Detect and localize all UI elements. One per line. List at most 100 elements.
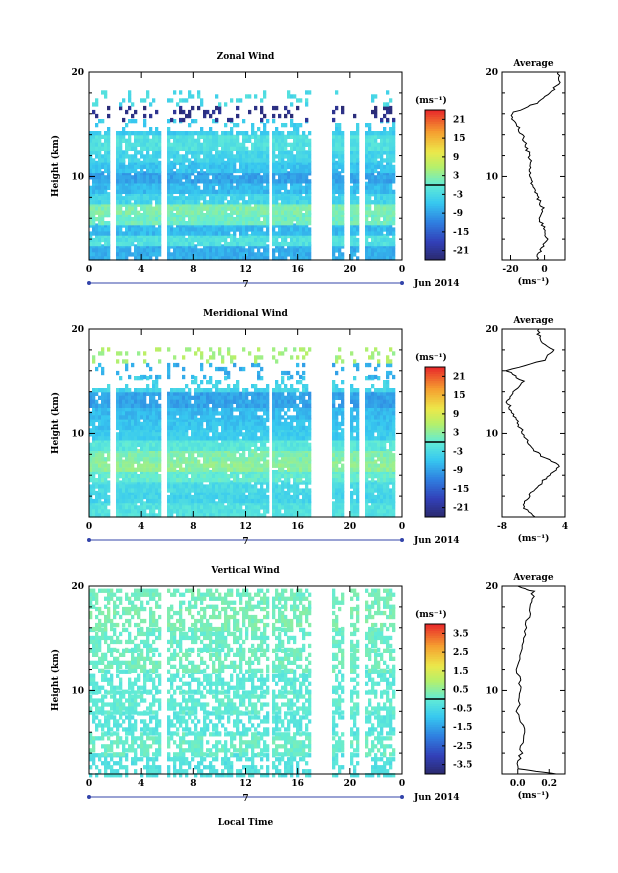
heatmap-cell bbox=[332, 459, 336, 464]
heatmap-cell bbox=[245, 457, 249, 462]
heatmap-cell bbox=[368, 248, 372, 253]
heatmap-cell bbox=[128, 231, 132, 236]
heatmap-cell bbox=[128, 474, 132, 479]
heatmap-cell bbox=[143, 200, 147, 205]
heatmap-cell bbox=[188, 221, 192, 226]
heatmap-cell bbox=[308, 146, 312, 151]
heatmap-cell bbox=[263, 131, 267, 136]
heatmap-cell bbox=[341, 131, 345, 136]
heatmap-cell bbox=[386, 185, 390, 190]
heatmap-cell bbox=[104, 446, 108, 451]
heatmap-cell bbox=[122, 449, 126, 454]
heatmap-cell bbox=[92, 192, 96, 197]
heatmap-cell bbox=[119, 237, 123, 243]
heatmap-cell bbox=[368, 453, 372, 458]
heatmap-cell bbox=[122, 453, 126, 458]
heatmap-cell bbox=[350, 467, 354, 472]
heatmap-cell bbox=[209, 513, 213, 518]
heatmap-cell bbox=[152, 189, 156, 194]
heatmap-cell bbox=[206, 494, 210, 500]
heatmap-cell bbox=[173, 233, 177, 239]
heatmap-cell bbox=[293, 164, 297, 170]
heatmap-cell bbox=[296, 142, 300, 147]
heatmap-cell bbox=[98, 158, 102, 163]
heatmap-cell bbox=[236, 470, 240, 475]
heatmap-cell bbox=[221, 231, 225, 236]
heatmap-cell bbox=[287, 244, 291, 249]
heatmap-cell bbox=[386, 142, 390, 147]
heatmap-cell bbox=[389, 109, 393, 115]
heatmap-cell bbox=[209, 457, 213, 462]
heatmap-cell bbox=[230, 192, 234, 197]
heatmap-cell bbox=[95, 256, 99, 261]
heatmap-cell bbox=[254, 509, 258, 514]
heatmap-cell bbox=[200, 494, 204, 500]
heatmap-cell bbox=[134, 210, 138, 215]
heatmap-cell bbox=[233, 490, 237, 496]
heatmap-cell bbox=[143, 494, 147, 500]
heatmap-cell bbox=[263, 113, 267, 119]
heatmap-cell bbox=[356, 134, 360, 139]
heatmap-cell bbox=[215, 134, 219, 139]
heatmap-cell bbox=[194, 463, 198, 468]
heatmap-cell bbox=[281, 474, 285, 479]
heatmap-cell bbox=[290, 513, 294, 518]
heatmap-cell bbox=[104, 513, 108, 518]
heatmap-cell bbox=[281, 488, 285, 493]
heatmap-cell bbox=[146, 467, 150, 472]
heatmap-cell bbox=[278, 509, 282, 514]
heatmap-cell bbox=[239, 480, 243, 485]
heatmap-cell bbox=[305, 134, 309, 139]
heatmap-cell bbox=[389, 453, 393, 458]
heatmap-cell bbox=[284, 457, 288, 462]
heatmap-cell bbox=[107, 185, 111, 190]
heatmap-cell bbox=[125, 233, 129, 239]
heatmap-cell bbox=[386, 221, 390, 226]
heatmap-cell bbox=[374, 221, 378, 226]
heatmap-cell bbox=[176, 217, 180, 222]
heatmap-cell bbox=[380, 233, 384, 239]
average-x-tick-label: -20 bbox=[502, 265, 518, 275]
heatmap-cell bbox=[191, 470, 195, 475]
heatmap-cell bbox=[257, 171, 261, 176]
heatmap-cell bbox=[98, 231, 102, 236]
heatmap-cell bbox=[365, 131, 369, 136]
heatmap-cell bbox=[179, 442, 183, 447]
heatmap-cell bbox=[233, 498, 237, 504]
heatmap-cell bbox=[305, 244, 309, 249]
heatmap-cell bbox=[194, 442, 198, 447]
heatmap-cell bbox=[131, 237, 135, 243]
heatmap-cell bbox=[116, 154, 120, 159]
heatmap-cell bbox=[302, 505, 306, 510]
heatmap-cell bbox=[389, 231, 393, 236]
heatmap-cell bbox=[281, 494, 285, 500]
heatmap-cell bbox=[284, 223, 288, 228]
heatmap-cell bbox=[185, 210, 189, 215]
heatmap-cell bbox=[230, 509, 234, 514]
heatmap-cell bbox=[272, 131, 276, 136]
heatmap-cell bbox=[260, 474, 264, 479]
heatmap-cell bbox=[191, 192, 195, 197]
heatmap-cell bbox=[368, 164, 372, 170]
heatmap-cell bbox=[302, 231, 306, 236]
heatmap-cell bbox=[287, 438, 291, 443]
heatmap-cell bbox=[176, 237, 180, 243]
heatmap-cell bbox=[353, 181, 357, 186]
heatmap-cell bbox=[89, 221, 93, 226]
heatmap-cell bbox=[281, 142, 285, 147]
heatmap-cell bbox=[287, 109, 291, 115]
heatmap-cell bbox=[338, 134, 342, 139]
heatmap-cell bbox=[194, 467, 198, 472]
heatmap-cell bbox=[389, 470, 393, 475]
heatmap-cell bbox=[248, 248, 252, 253]
heatmap-cell bbox=[284, 474, 288, 479]
heatmap-cell bbox=[122, 127, 126, 132]
heatmap-cell bbox=[218, 442, 222, 447]
heatmap-cell bbox=[383, 158, 387, 163]
heatmap-cell bbox=[299, 470, 303, 475]
heatmap-cell bbox=[149, 237, 153, 243]
heatmap-cell bbox=[134, 164, 138, 170]
heatmap-cell bbox=[218, 498, 222, 504]
heatmap-cell bbox=[236, 192, 240, 197]
heatmap-cell bbox=[107, 223, 111, 228]
